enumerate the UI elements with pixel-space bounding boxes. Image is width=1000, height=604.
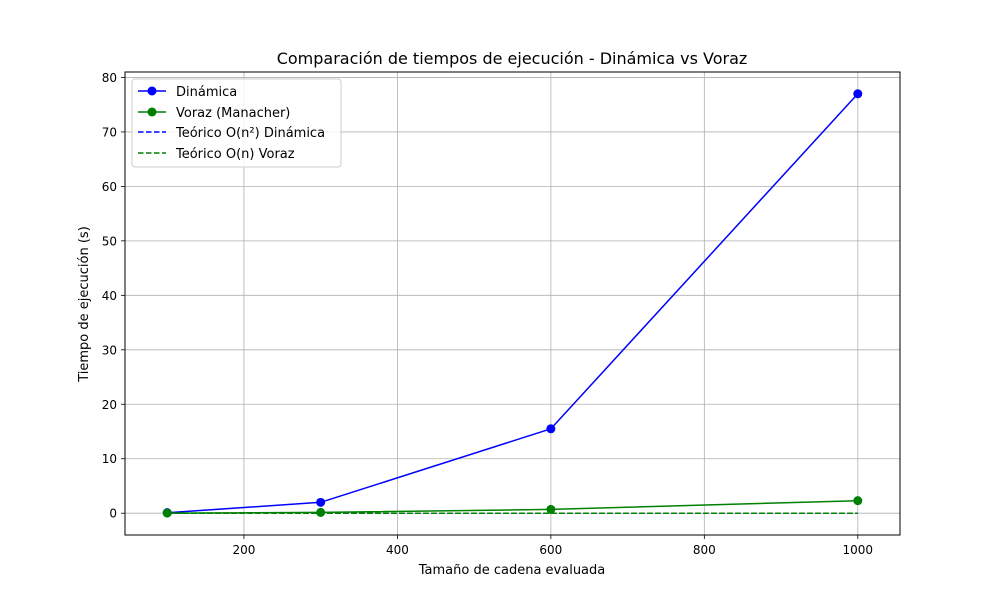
series-point-1	[546, 504, 556, 514]
y-tick-label: 20	[102, 398, 117, 412]
x-tick-label: 200	[232, 543, 255, 557]
series-point-1	[316, 507, 326, 517]
series-layer	[162, 89, 863, 518]
series-point-1	[162, 508, 172, 518]
legend-marker	[147, 107, 157, 117]
legend-box	[131, 78, 342, 168]
y-tick-label: 40	[102, 289, 117, 303]
legend-label: Teórico O(n) Voraz	[175, 147, 295, 162]
series-point-0	[546, 424, 556, 434]
legend-item-dinamica: Dinámica	[138, 85, 237, 100]
series-line-0	[167, 93, 859, 514]
series-line-1	[167, 499, 858, 514]
y-tick-label: 30	[102, 343, 117, 357]
x-axis-label: Tamaño de cadena evaluada	[418, 563, 606, 578]
x-tick-label: 400	[386, 543, 409, 557]
series-point-0	[853, 89, 863, 99]
legend-label: Voraz (Manacher)	[176, 106, 290, 121]
legend-item-teorico-voraz: Teórico O(n) Voraz	[138, 147, 295, 162]
series-point-0	[316, 497, 326, 507]
chart-title: Comparación de tiempos de ejecución - Di…	[277, 49, 748, 68]
y-tick-label: 60	[102, 180, 117, 194]
legend-item-voraz: Voraz (Manacher)	[138, 106, 290, 121]
y-tick-label: 50	[102, 234, 117, 248]
x-tick-label: 600	[539, 543, 562, 557]
x-tick-label: 1000	[843, 543, 874, 557]
legend-label: Teórico O(n²) Dinámica	[175, 126, 325, 141]
y-tick-label: 80	[102, 71, 117, 85]
y-tick-label: 70	[102, 125, 117, 139]
plot-frame	[124, 71, 901, 536]
y-tick-label: 0	[109, 507, 117, 521]
axis-ticks: 200 400 600 800 1000 0 10 20 30 40 50 60 70 80	[102, 71, 873, 557]
legend-marker	[147, 86, 157, 96]
legend-item-teorico-dinamica: Teórico O(n²) Dinámica	[138, 126, 325, 141]
series-point-1	[853, 496, 863, 506]
y-axis-label: Tiempo de ejecución (s)	[77, 226, 92, 383]
x-tick-label: 800	[693, 543, 716, 557]
legend: Dinámica Voraz (Manacher) Teórico O(n²) …	[131, 78, 342, 168]
y-tick-label: 10	[102, 452, 117, 466]
legend-label: Dinámica	[176, 85, 237, 100]
